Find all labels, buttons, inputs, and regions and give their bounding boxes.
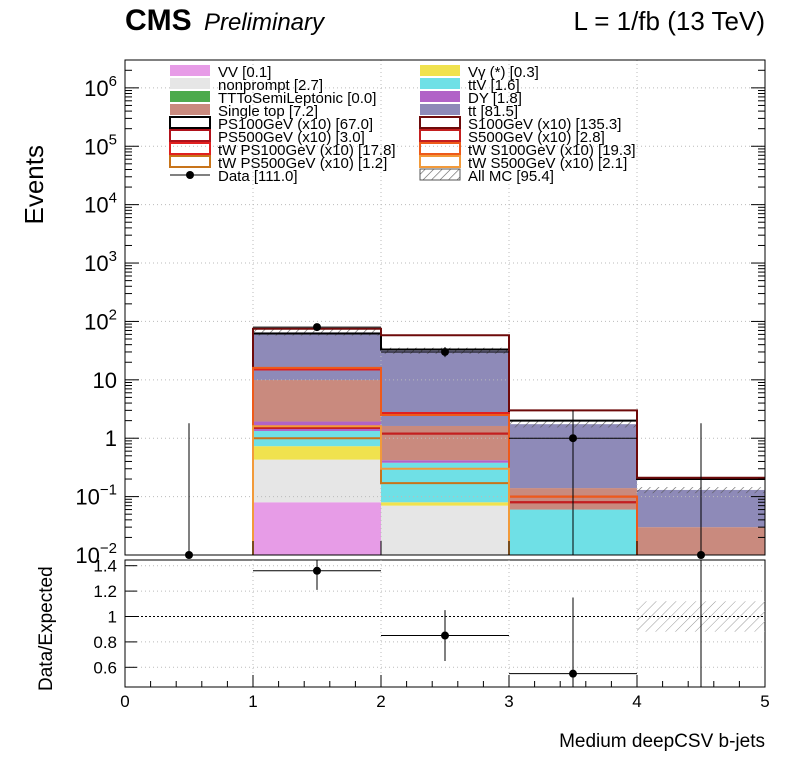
legend-swatch: [170, 91, 210, 102]
legend-label: ttV [1.6]: [468, 77, 520, 94]
ratio-point: [569, 669, 577, 678]
legend-swatch: [170, 65, 210, 76]
legend-label: S100GeV (x10) [135.3]: [468, 116, 621, 133]
cms-label: CMS: [125, 4, 192, 37]
stack-bar-v-: [253, 446, 381, 460]
stack-bar-nonprompt: [253, 459, 381, 503]
legend-swatch: [419, 155, 461, 168]
y-axis-title: Events: [19, 145, 49, 225]
legend-label: Single top [7.2]: [218, 103, 318, 120]
legend-swatch: [419, 129, 461, 142]
legend-swatch: [170, 104, 210, 115]
legend-label: All MC [95.4]: [468, 168, 554, 185]
legend-label: tt [81.5]: [468, 103, 518, 120]
x-tick-label: 1: [248, 692, 257, 711]
stack-bar-vv: [253, 502, 381, 555]
y-tick-label: 103: [84, 248, 117, 276]
legend-swatch: [420, 65, 460, 76]
legend-swatch: [169, 116, 211, 129]
stack-bar-nonprompt: [381, 505, 509, 555]
legend-label: TTToSemiLeptonic [0.0]: [218, 90, 376, 107]
y-tick-label: 102: [84, 306, 117, 334]
legend-label: Vγ (*) [0.3]: [468, 64, 539, 81]
ratio-y-tick-label: 1.2: [93, 582, 117, 601]
x-tick-label: 5: [760, 692, 769, 711]
y-tick-label: 106: [84, 73, 117, 101]
stack-bar-single-top: [381, 425, 509, 461]
data-point: [441, 347, 449, 356]
y-tick-label: 105: [84, 131, 117, 159]
stack-bar-tt-: [253, 332, 381, 381]
legend-label: nonprompt [2.7]: [218, 77, 323, 94]
ratio-y-tick-label: 0.6: [93, 658, 117, 677]
legend-label: S500GeV (x10) [2.8]: [468, 129, 605, 146]
stack-bar-single-top: [253, 380, 381, 422]
legend-label: DY [1.8]: [468, 90, 522, 107]
legend-swatch: [420, 78, 460, 89]
x-tick-label: 4: [632, 692, 641, 711]
ratio-point: [313, 566, 321, 575]
y-tick-label: 10: [93, 368, 117, 393]
x-tick-label: 3: [504, 692, 513, 711]
legend-label: PS500GeV (x10) [3.0]: [218, 129, 365, 146]
legend-label: Data [111.0]: [218, 168, 298, 185]
x-tick-label: 0: [120, 692, 129, 711]
ratio-panel: 0.6 0.8 1 1.2 1.4 0 1 2 3 4 5: [93, 557, 769, 711]
legend-swatch: [420, 91, 460, 102]
y-tick-label: 104: [84, 190, 117, 218]
legend-label: tW S500GeV (x10) [2.1]: [468, 155, 627, 172]
legend-swatch: [419, 116, 461, 129]
x-axis-title: Medium deepCSV b-jets: [559, 731, 765, 752]
legend-swatch: [419, 142, 461, 155]
stack-bar-dy: [381, 460, 509, 463]
legend-swatch: [420, 104, 460, 115]
legend-swatch: [169, 155, 211, 168]
legend-label: tW PS500GeV (x10) [1.2]: [218, 155, 387, 172]
ratio-y-tick-label: 0.8: [93, 633, 117, 652]
ratio-y-axis-title: Data/Expected: [36, 566, 57, 691]
legend-label: PS100GeV (x10) [67.0]: [218, 116, 373, 133]
stack-bar-v-: [381, 502, 509, 506]
ratio-y-tick-label: 1: [108, 608, 117, 627]
data-point: [569, 434, 577, 443]
y-tick-label: 10−1: [75, 482, 117, 510]
data-point: [313, 323, 321, 332]
legend-swatch: [169, 142, 211, 155]
x-tick-label: 2: [376, 692, 385, 711]
luminosity-label: L = 1/fb (13 TeV): [573, 6, 765, 36]
main-frame: [124, 59, 766, 556]
ratio-point: [441, 631, 449, 640]
preliminary-label: Preliminary: [204, 9, 326, 36]
ratio-y-tick-label: 1.4: [93, 557, 117, 576]
legend-label: tW PS100GeV (x10) [17.8]: [218, 142, 396, 159]
legend-label: VV [0.1]: [218, 64, 271, 81]
legend-swatch: [419, 168, 461, 181]
signal-line-tw-s500gev-x10-: [252, 425, 510, 555]
legend-label: tW S100GeV (x10) [19.3]: [468, 142, 636, 159]
legend: VV [0.1] Vγ (*) [0.3] nonprompt [2.7] ttV […: [169, 64, 636, 185]
legend-swatch: [186, 171, 194, 179]
legend-swatch: [170, 78, 210, 89]
y-tick-label: 1: [105, 426, 117, 451]
legend-swatch: [169, 129, 211, 142]
